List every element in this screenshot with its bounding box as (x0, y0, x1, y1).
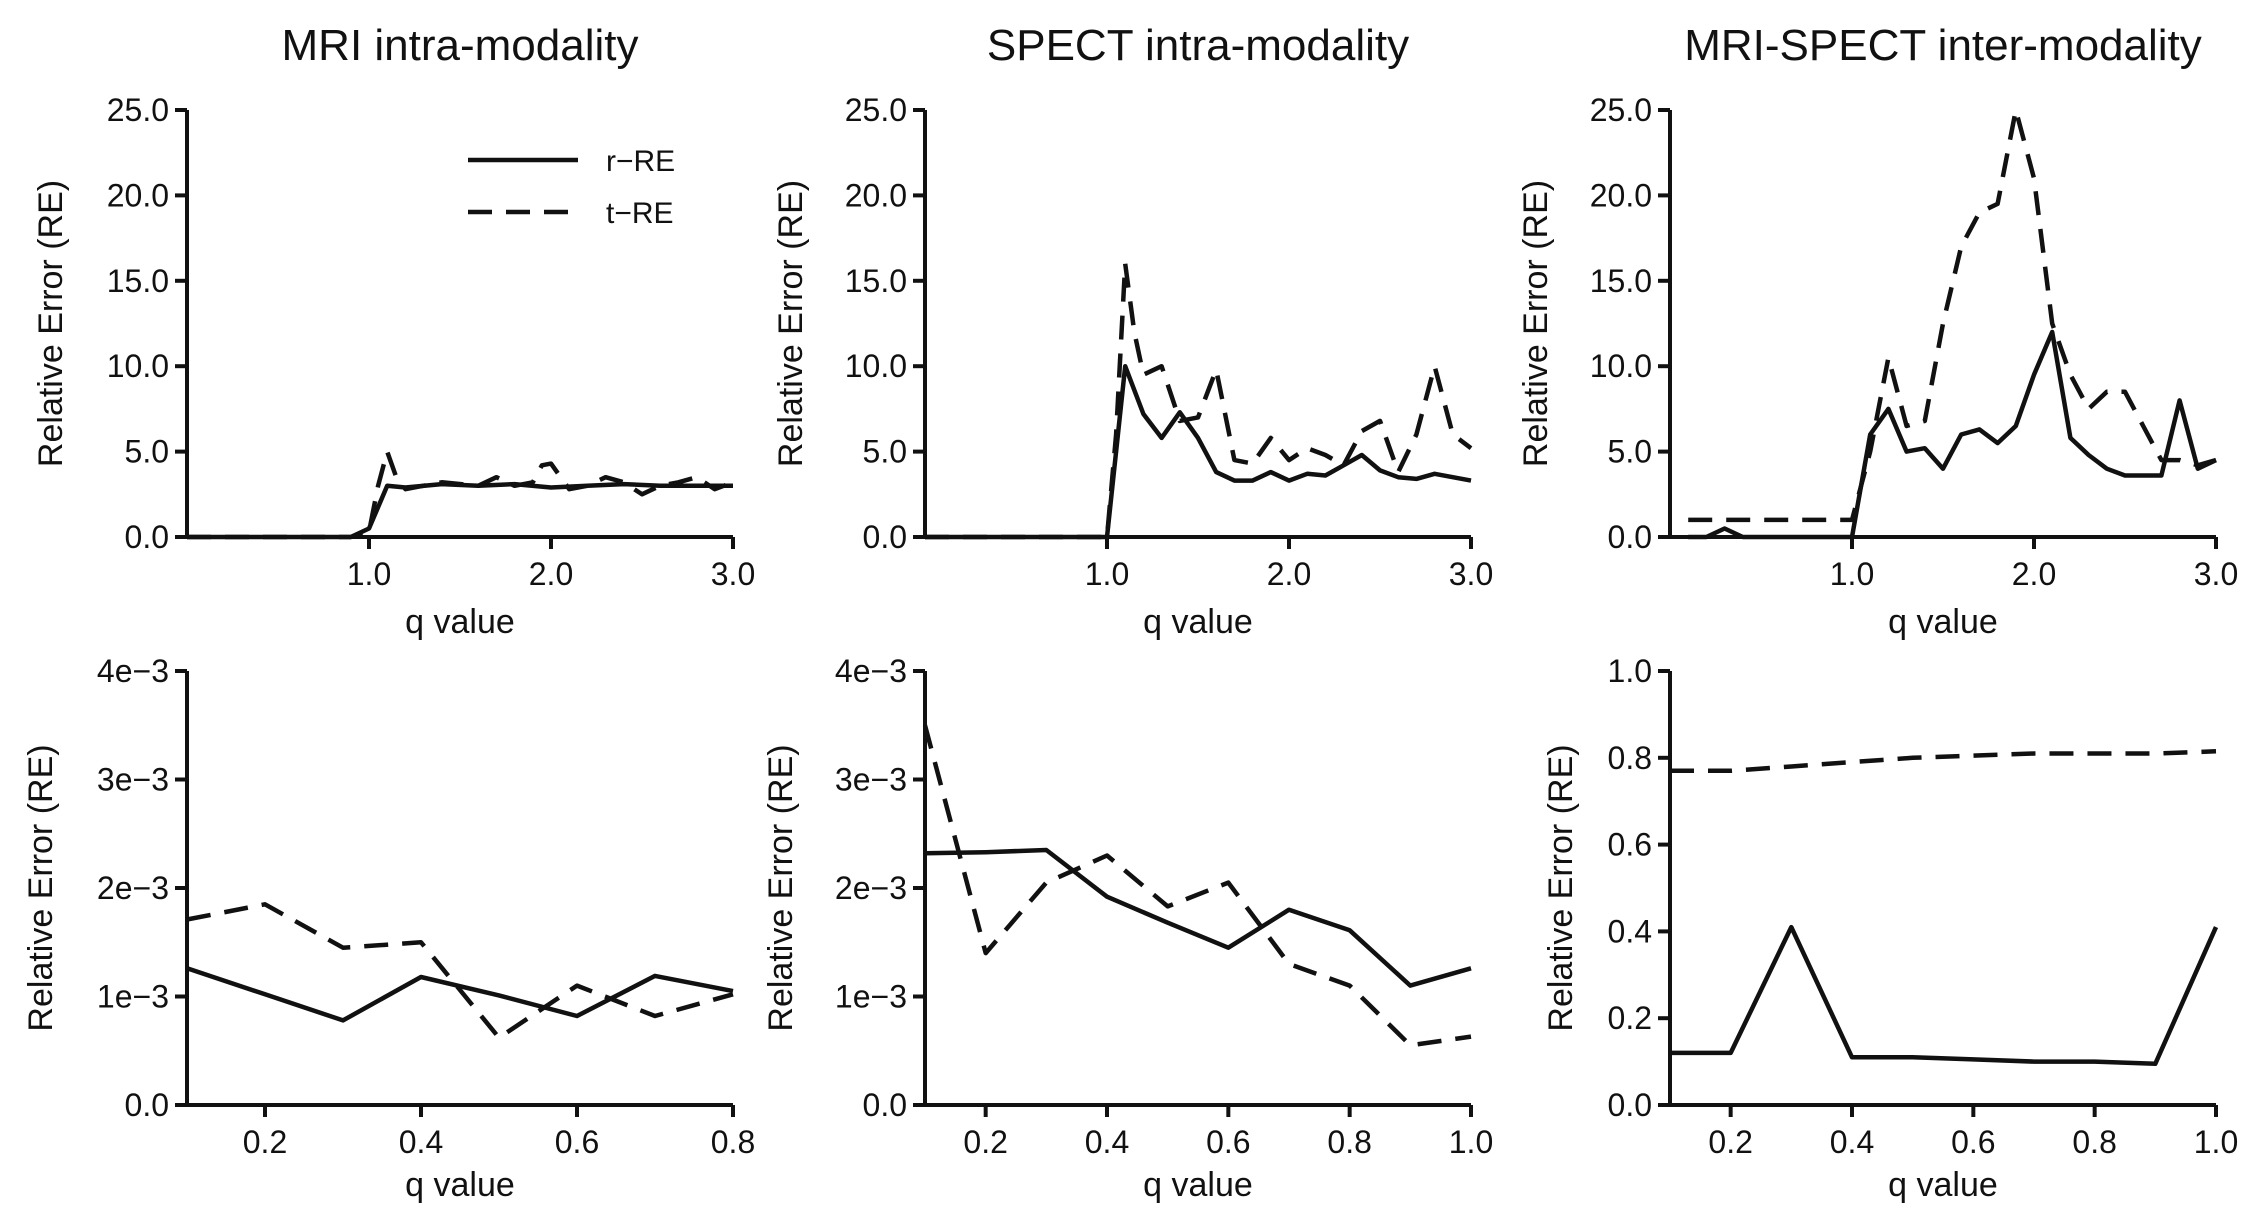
chart-5-x-tick-label: 0.4 (1830, 1124, 1874, 1160)
chart-3-x-tick-label: 0.8 (711, 1124, 755, 1160)
chart-5-x-tick-label: 1.0 (2194, 1124, 2238, 1160)
chart-3-y-tick-label: 0.0 (125, 1087, 169, 1123)
chart-2-x-axis-label: q value (1888, 603, 1998, 641)
chart-1-series-t-re (925, 261, 1473, 540)
chart-4-y-tick-label: 0.0 (863, 1087, 907, 1123)
chart-5-y-tick-label: 1.0 (1608, 653, 1652, 689)
chart-0-y-tick-label: 15.0 (107, 263, 169, 299)
chart-2-y-tick-label: 20.0 (1590, 177, 1652, 213)
chart-0-y-tick-label: 25.0 (107, 92, 169, 128)
chart-2-x-tick-label: 1.0 (1830, 556, 1874, 592)
panel-spect-intra-low-q: 0.0 1e−3 2e−3 3e−3 4e−3 0.2 0.4 0.6 0.8 1.0 q valu… (762, 653, 1493, 1204)
chart-2-y-tick-label: 10.0 (1590, 348, 1652, 384)
panel-mri-intra-low-q: 0.0 1e−3 2e−3 3e−3 4e−3 0.2 0.4 0.6 0.8 q value Re… (22, 653, 755, 1204)
chart-5-x-tick-label: 0.8 (2072, 1124, 2116, 1160)
chart-1-title: SPECT intra-modality (987, 21, 1409, 70)
chart-5-series-t-re (1670, 749, 2217, 774)
chart-4-x-tick-label: 0.6 (1206, 1124, 1250, 1160)
chart-5-x-tick-label: 0.6 (1951, 1124, 1995, 1160)
chart-4-series-t-re (922, 724, 1472, 1048)
chart-1-y-axis-label: Relative Error (RE) (772, 180, 810, 467)
chart-2-series-r-re (1688, 329, 2217, 540)
chart-3-x-tick-label: 0.2 (243, 1124, 287, 1160)
chart-1-y-tick-label: 20.0 (845, 177, 907, 213)
chart-1-x-tick-label: 2.0 (1267, 556, 1311, 592)
chart-4-series-r-re (924, 847, 1472, 988)
chart-1-x-axis-label: q value (1143, 603, 1253, 641)
chart-2-y-tick-label: 25.0 (1590, 92, 1652, 128)
chart-0-y-axis-label: Relative Error (RE) (32, 180, 70, 467)
chart-4-y-axis-label: Relative Error (RE) (762, 744, 800, 1031)
chart-2-x-tick-label: 2.0 (2012, 556, 2056, 592)
chart-3-y-tick-label: 3e−3 (97, 762, 169, 798)
chart-5-y-axis-label: Relative Error (RE) (1542, 744, 1580, 1031)
chart-3-y-tick-label: 1e−3 (97, 979, 169, 1015)
chart-2-y-tick-label: 0.0 (1608, 519, 1652, 555)
chart-4-y-tick-label: 1e−3 (835, 979, 907, 1015)
chart-2-y-tick-label: 15.0 (1590, 263, 1652, 299)
legend-label-r-re: r−RE (606, 145, 675, 178)
panel-mri-intra: MRI intra-modality 0.0 5.0 10.0 15.0 20.0 25.0… (32, 21, 755, 641)
chart-4-y-tick-label: 2e−3 (835, 870, 907, 906)
chart-3-series-t-re (186, 902, 734, 1040)
chart-2-y-axis-label: Relative Error (RE) (1517, 180, 1555, 467)
chart-1-y-tick-label: 25.0 (845, 92, 907, 128)
chart-3-y-axis-label: Relative Error (RE) (22, 744, 60, 1031)
chart-0-x-axis-label: q value (405, 603, 515, 641)
chart-0-y-tick-label: 0.0 (125, 519, 169, 555)
chart-5-y-tick-label: 0.4 (1608, 913, 1652, 949)
chart-3-x-tick-label: 0.4 (399, 1124, 443, 1160)
chart-3-y-tick-label: 4e−3 (97, 653, 169, 689)
chart-1-y-tick-label: 15.0 (845, 263, 907, 299)
legend-label-t-re: t−RE (606, 197, 674, 230)
chart-0-y-tick-label: 20.0 (107, 177, 169, 213)
chart-5-x-tick-label: 0.2 (1708, 1124, 1752, 1160)
chart-3-x-tick-label: 0.6 (555, 1124, 599, 1160)
chart-5-y-tick-label: 0.6 (1608, 827, 1652, 863)
panel-spect-intra: SPECT intra-modality 0.0 5.0 10.0 15.0 20.0 25… (772, 21, 1493, 641)
chart-2-title: MRI-SPECT inter-modality (1684, 21, 2202, 70)
chart-0-x-tick-label: 1.0 (347, 556, 391, 592)
chart-5-y-tick-label: 0.2 (1608, 1000, 1652, 1036)
chart-4-y-tick-label: 3e−3 (835, 762, 907, 798)
chart-1-y-tick-label: 5.0 (863, 434, 907, 470)
panel-mri-spect-inter: MRI-SPECT inter-modality 0.0 5.0 10.0 15.0 20… (1517, 21, 2238, 641)
chart-0-y-tick-label: 10.0 (107, 348, 169, 384)
chart-5-y-tick-label: 0.0 (1608, 1087, 1652, 1123)
chart-4-x-tick-label: 0.2 (963, 1124, 1007, 1160)
chart-0-y-tick-label: 5.0 (125, 434, 169, 470)
chart-4-x-axis-label: q value (1143, 1166, 1253, 1204)
chart-4-x-tick-label: 1.0 (1449, 1124, 1493, 1160)
chart-0-x-tick-label: 3.0 (711, 556, 755, 592)
chart-1-x-tick-label: 1.0 (1085, 556, 1129, 592)
chart-5-y-tick-label: 0.8 (1608, 740, 1652, 776)
chart-2-series-t-re (1688, 107, 2217, 523)
chart-1-x-tick-label: 3.0 (1449, 556, 1493, 592)
chart-2-y-tick-label: 5.0 (1608, 434, 1652, 470)
chart-3-x-axis-label: q value (405, 1166, 515, 1204)
chart-0-x-tick-label: 2.0 (529, 556, 573, 592)
panel-mri-spect-inter-low-q: 0.0 0.2 0.4 0.6 0.8 1.0 0.2 0.4 0.6 0.8 1.0 q value… (1542, 653, 2238, 1204)
chart-1-series-r-re (925, 363, 1472, 540)
chart-1-y-tick-label: 0.0 (863, 519, 907, 555)
chart-3-series-r-re (186, 966, 734, 1023)
chart-2-x-tick-label: 3.0 (2194, 556, 2238, 592)
chart-4-x-tick-label: 0.4 (1085, 1124, 1129, 1160)
chart-3-y-tick-label: 2e−3 (97, 870, 169, 906)
chart-0-title: MRI intra-modality (282, 21, 639, 70)
chart-0-series-t-re (187, 449, 734, 540)
chart-5-x-axis-label: q value (1888, 1166, 1998, 1204)
chart-5-series-r-re (1670, 924, 2219, 1067)
chart-4-y-tick-label: 4e−3 (835, 653, 907, 689)
chart-1-y-tick-label: 10.0 (845, 348, 907, 384)
chart-4-x-tick-label: 0.8 (1327, 1124, 1371, 1160)
